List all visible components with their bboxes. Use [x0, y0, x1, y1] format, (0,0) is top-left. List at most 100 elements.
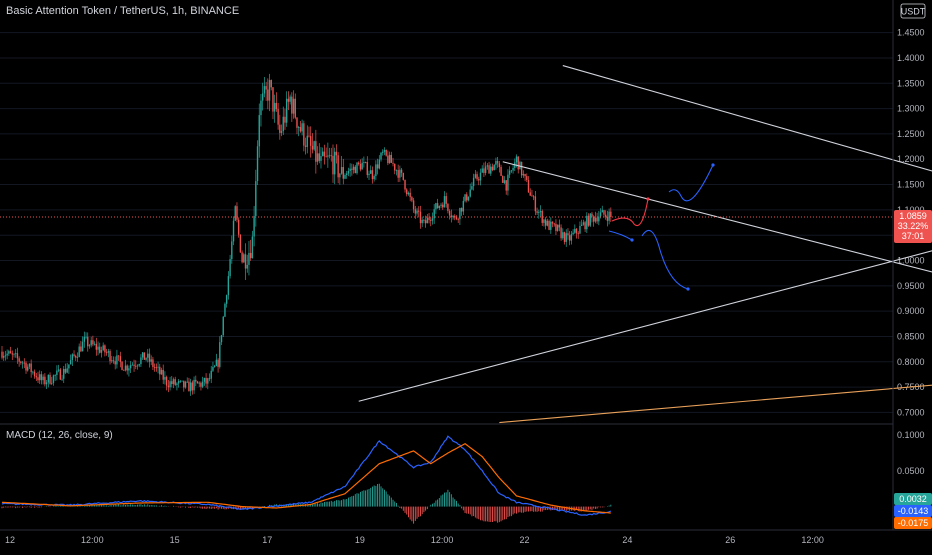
candle-body	[435, 203, 437, 210]
candle-body	[344, 174, 346, 179]
candle-body	[303, 123, 305, 146]
currency-button[interactable]: USDT	[900, 3, 926, 19]
signal-badge-value: -0.0175	[898, 518, 929, 528]
candle-body	[160, 369, 163, 375]
grid	[0, 32, 893, 413]
candle-body	[189, 382, 192, 392]
candle-body	[52, 375, 55, 383]
macd-badge	[894, 505, 932, 517]
candle-body	[550, 221, 552, 230]
time-tick-label: 15	[170, 535, 180, 545]
price-tick-label: 0.9500	[897, 281, 925, 291]
candle-body	[47, 374, 50, 383]
candle-body	[603, 210, 605, 215]
candle-body	[553, 223, 555, 225]
candle-body	[407, 192, 410, 195]
candle-body	[135, 365, 137, 367]
candle-body	[361, 162, 363, 170]
candle-body	[359, 163, 362, 170]
candle-body	[568, 235, 571, 241]
candle-body	[488, 165, 490, 174]
arrow-head	[711, 163, 715, 167]
macd-badge-value: -0.0143	[898, 506, 929, 516]
candle-body	[136, 365, 139, 367]
candle-body	[483, 168, 485, 173]
candle-body	[472, 177, 475, 187]
price-tick-label: 1.2000	[897, 154, 925, 164]
candle-body	[208, 378, 211, 380]
candle-body	[37, 377, 39, 381]
candle-body	[546, 220, 549, 226]
candle-body	[424, 220, 427, 224]
candle-body	[3, 356, 5, 358]
candle-body	[105, 352, 108, 354]
candle-body	[117, 355, 120, 357]
time-axis[interactable]: 12 12:00 15 17 19 12:00 22 24 26 12:00	[5, 535, 824, 545]
candle-body	[551, 221, 554, 224]
macd-tick-label: 0.0500	[897, 466, 925, 476]
candle-body	[287, 98, 290, 102]
candle-body	[536, 211, 538, 213]
candle-body	[165, 377, 168, 386]
candle-body	[484, 166, 487, 173]
candle-body	[352, 166, 355, 170]
macd-axis[interactable]: 0.1000 0.0500	[897, 430, 925, 476]
time-tick-label: 12:00	[801, 535, 824, 545]
candle-body	[519, 161, 521, 170]
price-tick-label: 0.9000	[897, 306, 925, 316]
candle-body	[402, 172, 405, 180]
candle-body	[249, 252, 252, 259]
candle-body	[21, 362, 24, 364]
candle-body	[507, 174, 509, 191]
candle-body	[78, 346, 80, 358]
projection-arrow	[611, 198, 649, 226]
candle-body	[498, 163, 501, 167]
candle-body	[426, 217, 429, 224]
candle-body	[27, 366, 29, 371]
candle-body	[370, 170, 372, 174]
candle-body	[337, 155, 339, 178]
candle-body	[570, 234, 573, 241]
candle-body	[61, 378, 63, 380]
candle-body	[273, 102, 276, 112]
candle-body	[567, 233, 569, 236]
candle-body	[447, 203, 449, 211]
candle-body	[491, 166, 494, 171]
candle-body	[116, 355, 118, 365]
candle-body	[575, 228, 578, 234]
candle-body	[399, 169, 401, 178]
price-tick-label: 1.1500	[897, 180, 925, 190]
candle-body	[176, 383, 178, 385]
projection-arrows[interactable]	[608, 163, 715, 291]
candle-body	[580, 224, 583, 226]
candle-body	[114, 361, 116, 365]
candle-body	[124, 365, 127, 371]
candle-body	[358, 162, 360, 164]
arrow-head	[686, 287, 690, 291]
candle-body	[23, 362, 25, 364]
candle-body	[155, 367, 158, 369]
candle-body	[455, 217, 458, 219]
arrow-head	[630, 238, 634, 242]
candle-body	[172, 379, 175, 384]
candle-body	[322, 151, 324, 157]
candle-body	[4, 355, 7, 357]
candle-body	[299, 127, 302, 132]
candle-body	[32, 371, 34, 373]
candle-body	[476, 174, 478, 180]
candle-body	[289, 96, 291, 102]
price-change-percent: 33.22%	[898, 221, 929, 231]
candle-body	[141, 352, 144, 358]
drawn-trendlines[interactable]	[358, 65, 932, 424]
candle-body	[452, 215, 454, 218]
candle-body	[404, 179, 406, 190]
candle-body	[285, 98, 288, 123]
candle-body	[102, 345, 104, 350]
price-tick-label: 0.8000	[897, 357, 925, 367]
candle-body	[493, 164, 495, 171]
candle-body	[138, 364, 140, 366]
candle-body	[368, 173, 370, 175]
candle-body	[508, 170, 511, 175]
